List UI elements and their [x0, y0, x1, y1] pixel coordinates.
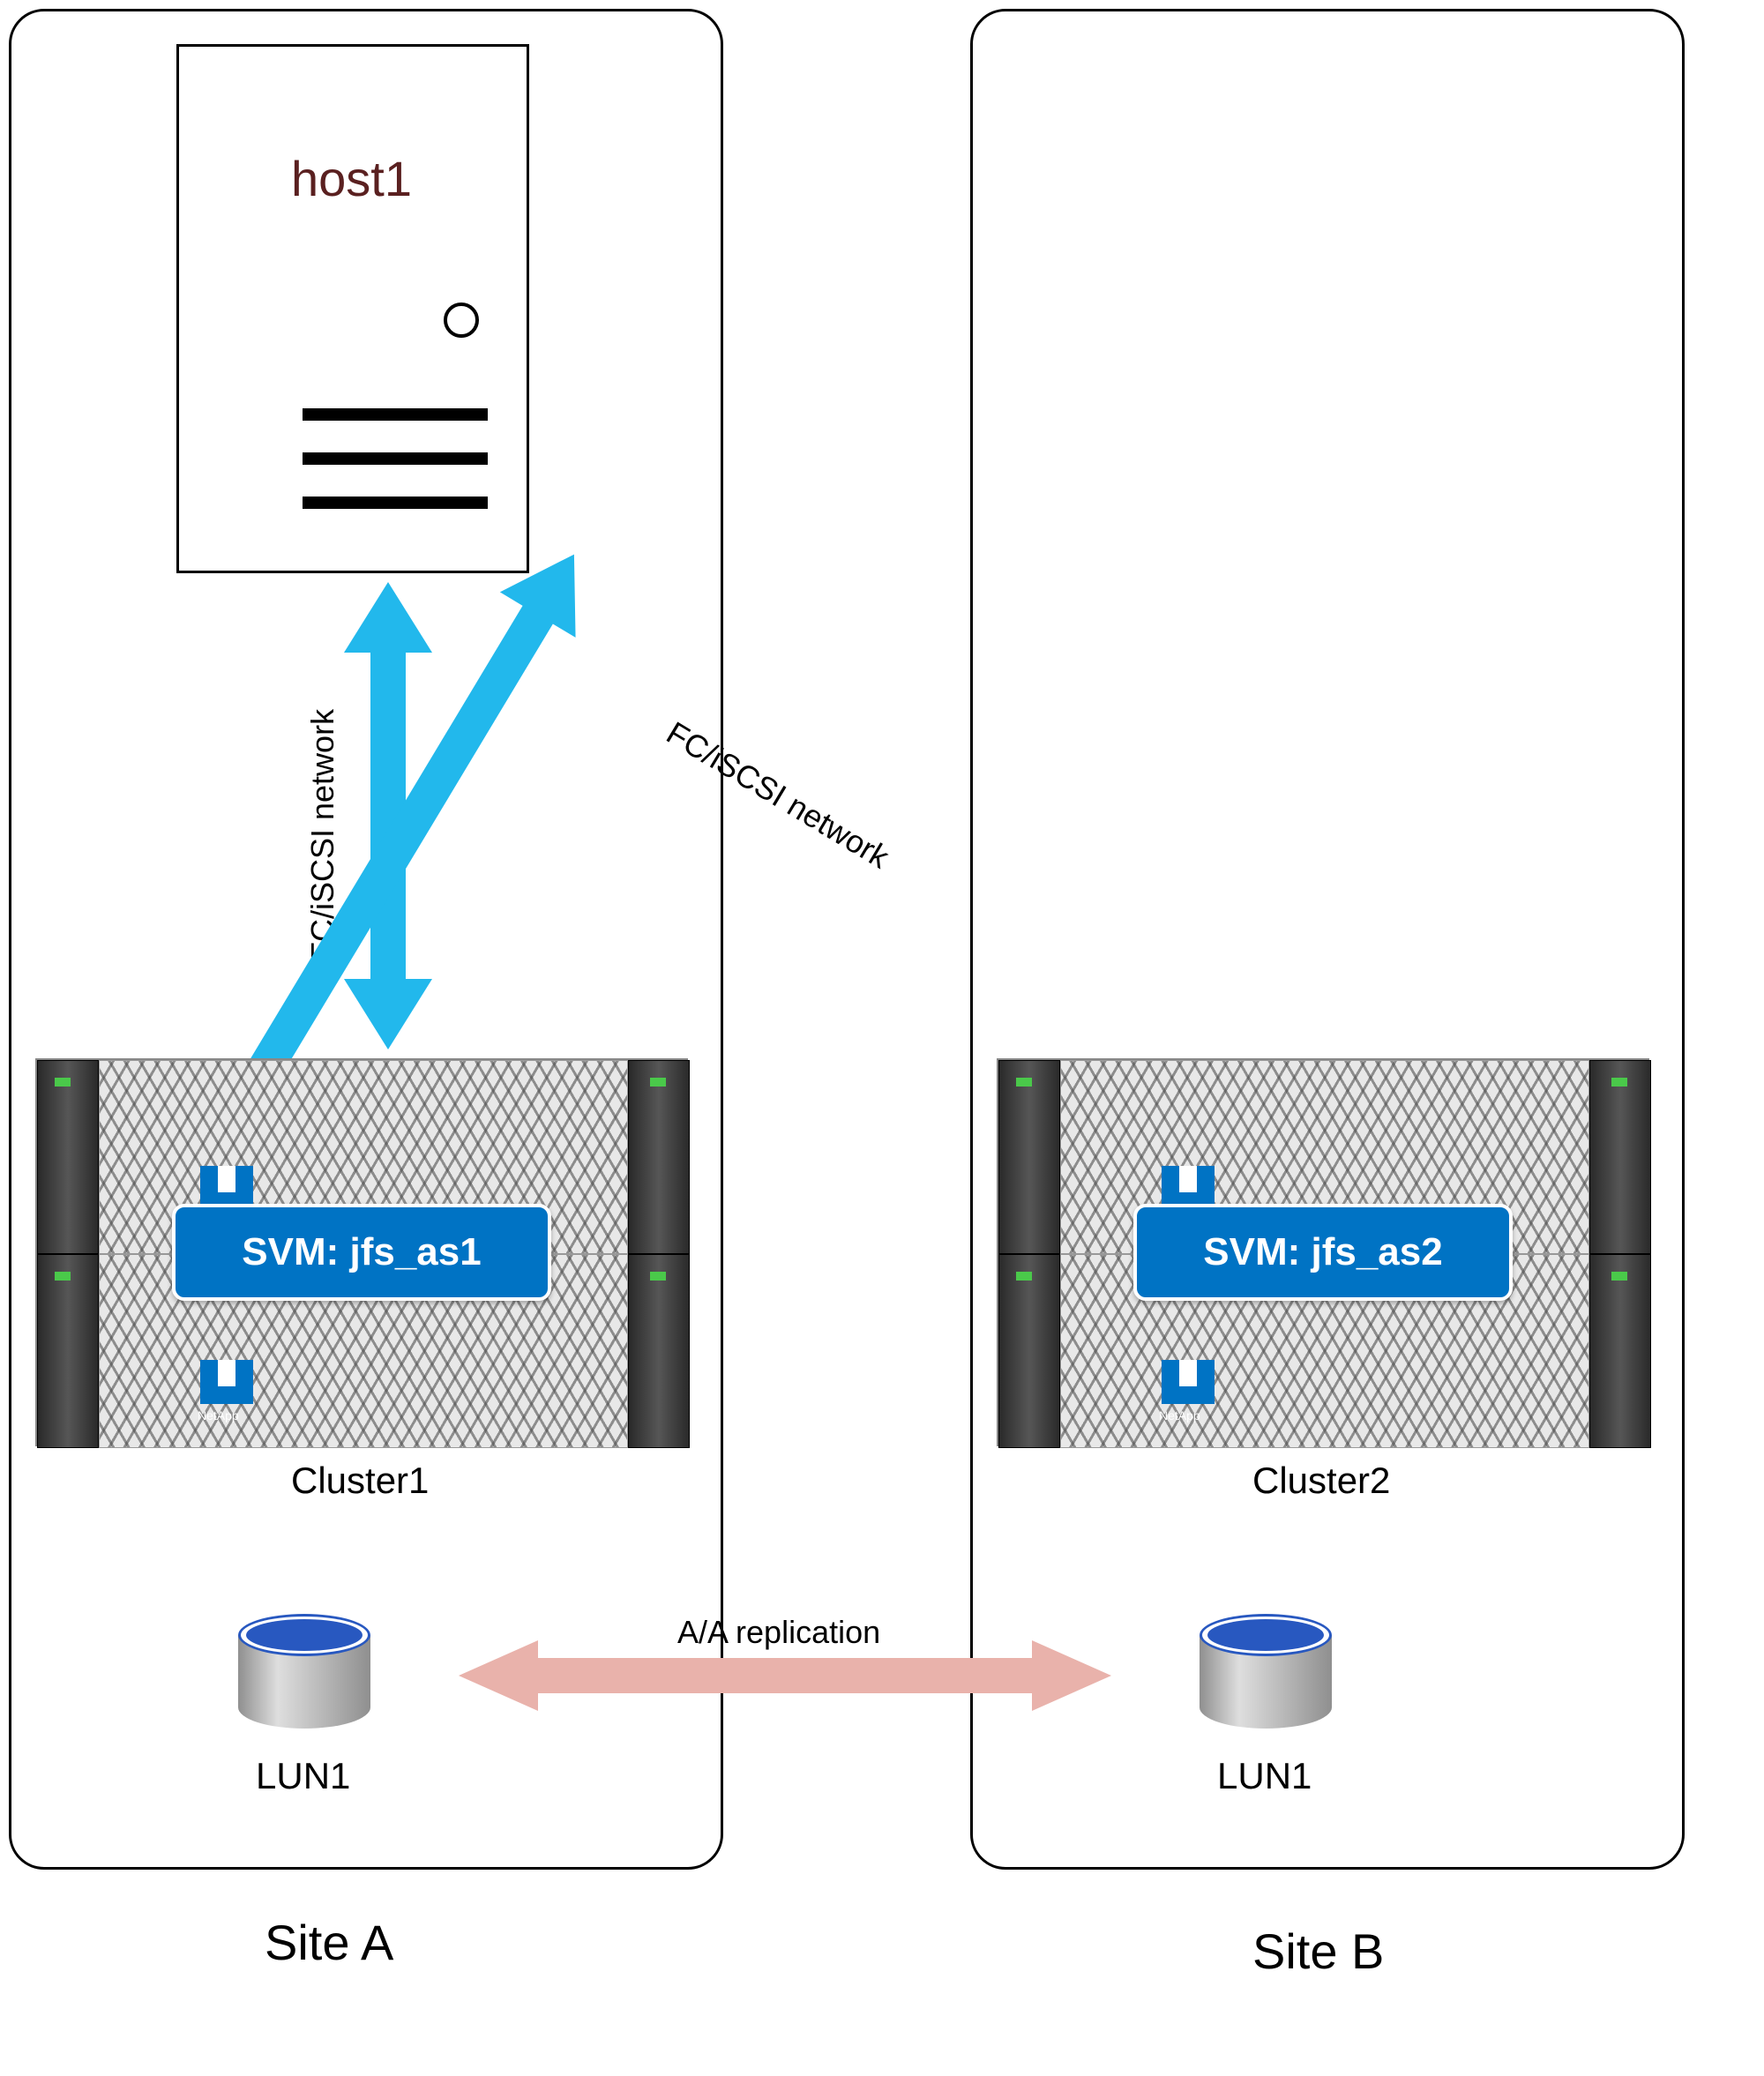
- vent-line: [303, 497, 488, 509]
- status-led-icon: [1611, 1272, 1627, 1281]
- lun1-site-a: [238, 1614, 370, 1729]
- cylinder-top: [246, 1619, 363, 1651]
- drive-bay: [37, 1060, 99, 1254]
- cluster1-label: Cluster1: [291, 1460, 429, 1502]
- cluster2-label: Cluster2: [1252, 1460, 1390, 1502]
- cylinder-bottom: [238, 1686, 370, 1729]
- status-led-icon: [55, 1078, 71, 1087]
- status-led-icon: [55, 1272, 71, 1281]
- remote-network-arrow: [494, 547, 1288, 1076]
- power-button-icon: [444, 302, 479, 338]
- drive-bay: [37, 1254, 99, 1448]
- host1-label: host1: [291, 150, 412, 207]
- status-led-icon: [1611, 1078, 1627, 1087]
- drive-bay: [998, 1060, 1060, 1254]
- status-led-icon: [1016, 1272, 1032, 1281]
- svm-badge-cluster2: SVM: jfs_as2: [1133, 1204, 1513, 1301]
- replication-label: A/A replication: [677, 1614, 880, 1651]
- lun1-b-label: LUN1: [1217, 1755, 1312, 1797]
- site-a-label: Site A: [265, 1914, 393, 1971]
- drive-bay: [628, 1254, 690, 1448]
- drive-bay: [628, 1060, 690, 1254]
- drive-bay: [998, 1254, 1060, 1448]
- status-led-icon: [1016, 1078, 1032, 1087]
- cylinder-bottom: [1200, 1686, 1332, 1729]
- cylinder-top: [1207, 1619, 1324, 1651]
- netapp-logo-icon: [200, 1360, 253, 1404]
- lun1-a-label: LUN1: [256, 1755, 350, 1797]
- vent-line: [303, 408, 488, 421]
- vent-line: [303, 452, 488, 465]
- svm-badge-cluster1: SVM: jfs_as1: [172, 1204, 551, 1301]
- site-b-label: Site B: [1252, 1923, 1384, 1980]
- netapp-logo-text: NetApp: [1159, 1408, 1200, 1423]
- drive-bay: [1589, 1060, 1651, 1254]
- status-led-icon: [650, 1272, 666, 1281]
- netapp-logo-text: NetApp: [198, 1408, 239, 1423]
- lun1-site-b: [1200, 1614, 1332, 1729]
- host1-node: [176, 44, 529, 573]
- drive-bay: [1589, 1254, 1651, 1448]
- status-led-icon: [650, 1078, 666, 1087]
- netapp-logo-icon: [1162, 1360, 1215, 1404]
